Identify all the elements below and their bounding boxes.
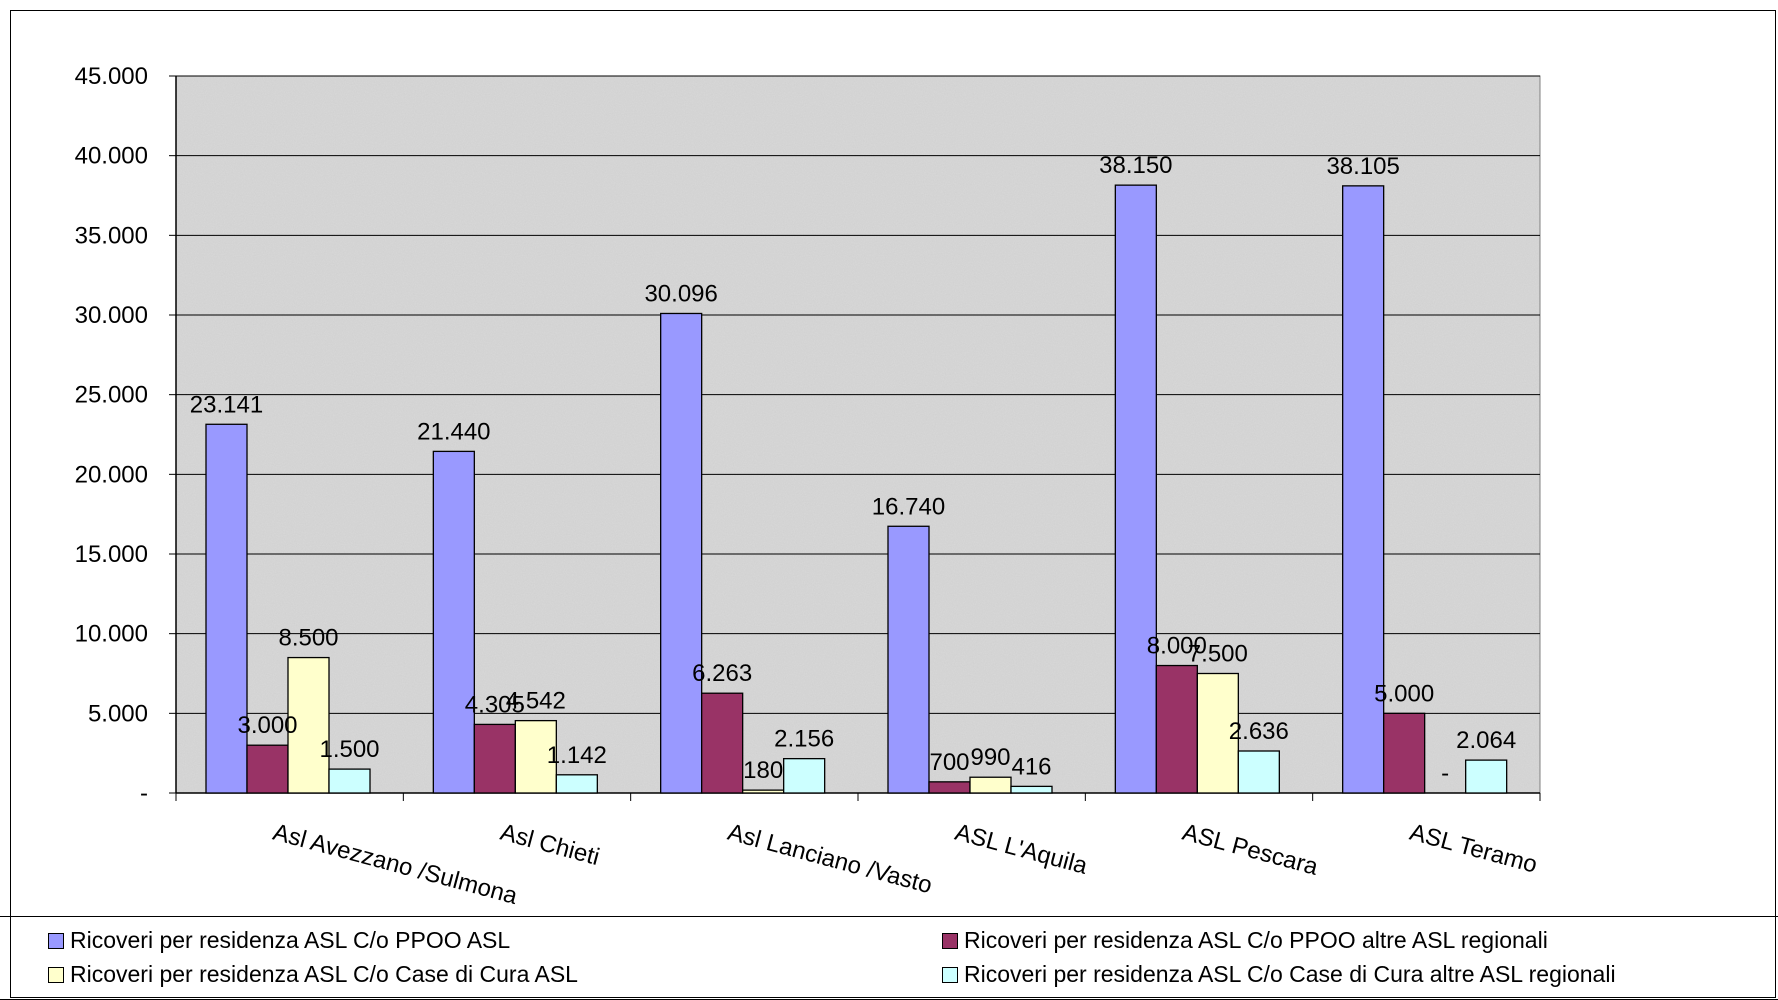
bar-3-5: [1196, 672, 1239, 794]
bar-2-5: [1155, 664, 1198, 794]
bar-2-2: [473, 723, 516, 794]
bar-chart: - 5.000 10.000 15.000 20.000 25.000 30.000 35.0…: [75, 63, 1541, 910]
legend-item-ppoo-asl: Ricoveri per residenza ASL C/o PPOO ASL: [48, 927, 510, 954]
legend-label: Ricoveri per residenza ASL C/o PPOO altr…: [964, 927, 1548, 953]
bar-1-6: [1342, 185, 1385, 794]
y-tick-label: 30.000: [75, 302, 148, 329]
data-label: 5.000: [1374, 680, 1434, 707]
legend-swatch-icon: [48, 966, 64, 983]
bar-2-3: [701, 692, 744, 794]
legend-item-case-cura-asl: Ricoveri per residenza ASL C/o Case di C…: [48, 961, 578, 988]
data-label: 38.150: [1099, 152, 1172, 179]
data-label: 21.440: [417, 418, 490, 445]
legend-swatch-icon: [48, 932, 64, 949]
x-category-label: ASL L'Aquila: [952, 819, 1091, 880]
data-label: 4.542: [506, 688, 566, 715]
data-label: 7.500: [1188, 641, 1248, 668]
data-label: 8.000: [1147, 633, 1207, 660]
legend-label: Ricoveri per residenza ASL C/o PPOO ASL: [70, 927, 511, 953]
x-category-label: Asl Avezzano /Sulmona: [270, 819, 521, 910]
data-label: 700: [929, 749, 969, 776]
data-label: 1.142: [547, 742, 607, 769]
data-label: 2.156: [774, 726, 834, 753]
legend: Ricoveri per residenza ASL C/o PPOO ASL …: [0, 916, 1778, 1000]
bar-4-1: [328, 768, 371, 794]
bar-3-4: [969, 776, 1012, 794]
bar-4-3: [783, 757, 826, 794]
bar-1-3: [660, 312, 703, 794]
bar-4-5: [1237, 750, 1280, 794]
legend-item-case-cura-altre-asl: Ricoveri per residenza ASL C/o Case di C…: [942, 961, 1616, 988]
data-label: 990: [970, 744, 1010, 771]
bar-2-4: [928, 781, 971, 794]
y-axis-ticks: - 5.000 10.000 15.000 20.000 25.000 30.000 35.0…: [75, 63, 1540, 807]
bar-3-2: [514, 719, 557, 794]
x-category-label: Asl Chieti: [497, 819, 602, 871]
chart-frame: [10, 10, 1776, 998]
legend-label: Ricoveri per residenza ASL C/o Case di C…: [964, 961, 1616, 987]
y-tick-label: 35.000: [75, 222, 148, 249]
bar-1-5: [1114, 184, 1157, 794]
bar-2-1: [246, 744, 289, 794]
y-tick-label: -: [140, 780, 148, 807]
data-label: 8.500: [278, 625, 338, 652]
data-label: 6.263: [692, 660, 752, 687]
bar-1-1: [205, 423, 248, 794]
y-tick-label: 5.000: [88, 700, 148, 727]
data-label: 416: [1011, 753, 1051, 780]
data-label: 30.096: [644, 280, 717, 307]
y-tick-label: 40.000: [75, 143, 148, 170]
plot-area: [175, 75, 1541, 794]
y-tick-label: 15.000: [75, 541, 148, 568]
legend-swatch-icon: [942, 966, 958, 983]
bar-4-6: [1465, 759, 1508, 794]
y-tick-label: 10.000: [75, 621, 148, 648]
x-category-label: Asl Lanciano /Vasto: [725, 819, 935, 900]
data-label: 2.636: [1229, 718, 1289, 745]
data-label: 4.305: [465, 691, 525, 718]
bar-3-3: [742, 789, 785, 794]
data-label: 2.064: [1456, 727, 1516, 754]
bar-1-4: [887, 525, 930, 794]
data-label: 16.740: [872, 493, 945, 520]
data-label: 180: [743, 757, 783, 784]
data-label: 3.000: [237, 712, 297, 739]
x-category-label: ASL Pescara: [1179, 819, 1321, 881]
bar-4-2: [555, 774, 598, 794]
bar-4-4: [1010, 785, 1053, 794]
legend-item-ppoo-altre-asl: Ricoveri per residenza ASL C/o PPOO altr…: [942, 927, 1548, 954]
plot-texture: [176, 76, 1540, 793]
y-tick-label: 45.000: [75, 63, 148, 90]
data-label: -: [1441, 760, 1449, 787]
y-tick-label: 25.000: [75, 382, 148, 409]
bar-1-2: [432, 450, 475, 794]
legend-swatch-icon: [942, 932, 958, 949]
y-tick-label: 20.000: [75, 461, 148, 488]
gridlines: [176, 75, 1540, 714]
bars: [205, 184, 1508, 794]
bar-2-6: [1383, 712, 1426, 794]
data-label: 38.105: [1326, 153, 1399, 180]
bar-3-1: [287, 656, 330, 794]
data-labels: 23.141 21.440 30.096 16.740 38.150 38.105 3.00…: [190, 152, 1516, 787]
data-label: 23.141: [190, 391, 263, 418]
data-label: 1.500: [319, 736, 379, 763]
legend-label: Ricoveri per residenza ASL C/o Case di C…: [70, 961, 578, 987]
x-category-label: ASL Teramo: [1407, 819, 1540, 879]
